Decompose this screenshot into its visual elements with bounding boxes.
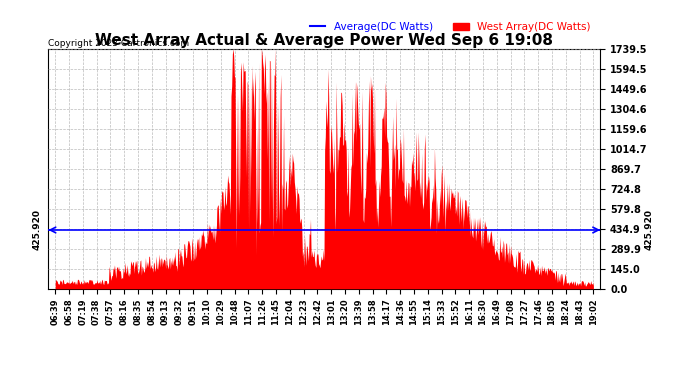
Text: 425.920: 425.920 bbox=[32, 210, 41, 251]
Text: Copyright 2023 Cartronics.com: Copyright 2023 Cartronics.com bbox=[48, 39, 190, 48]
Text: 425.920: 425.920 bbox=[644, 210, 653, 251]
Title: West Array Actual & Average Power Wed Sep 6 19:08: West Array Actual & Average Power Wed Se… bbox=[95, 33, 553, 48]
Legend: Average(DC Watts), West Array(DC Watts): Average(DC Watts), West Array(DC Watts) bbox=[306, 18, 595, 36]
